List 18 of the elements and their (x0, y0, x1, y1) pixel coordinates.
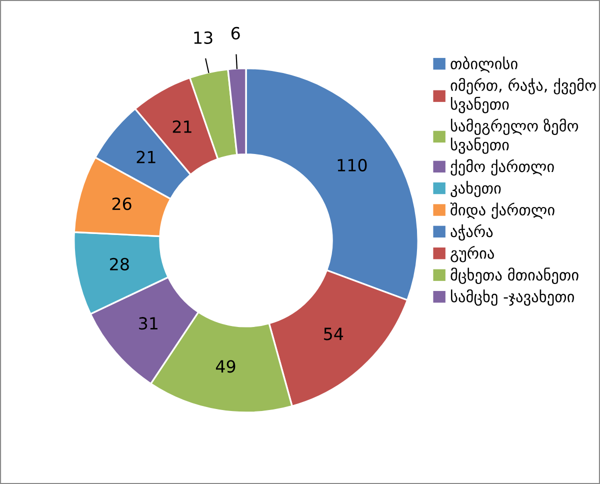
data-label: 21 (172, 120, 192, 133)
legend-label: მცხეთა მთიანეთი (450, 268, 578, 284)
data-label: 21 (136, 150, 156, 164)
data-label: 49 (216, 360, 236, 373)
legend-label: აჭარა (450, 224, 493, 241)
data-label: 13 (194, 31, 212, 44)
data-label: 54 (324, 328, 344, 340)
data-label: 110 (338, 158, 367, 172)
legend-label: თბილისი (450, 56, 518, 73)
legend-label: გურია (450, 246, 494, 262)
data-label: 26 (112, 197, 132, 210)
legend-label: კახეთი (450, 180, 501, 198)
data-label: 28 (110, 258, 129, 270)
legend-label: შიდა ქართლი (450, 202, 554, 219)
legend-label: ქემო ქართლი (450, 159, 554, 176)
data-label: 6 (231, 26, 240, 40)
legend-label: სამცხე -ჯავახეთი (450, 289, 574, 306)
data-label: 31 (139, 317, 158, 330)
